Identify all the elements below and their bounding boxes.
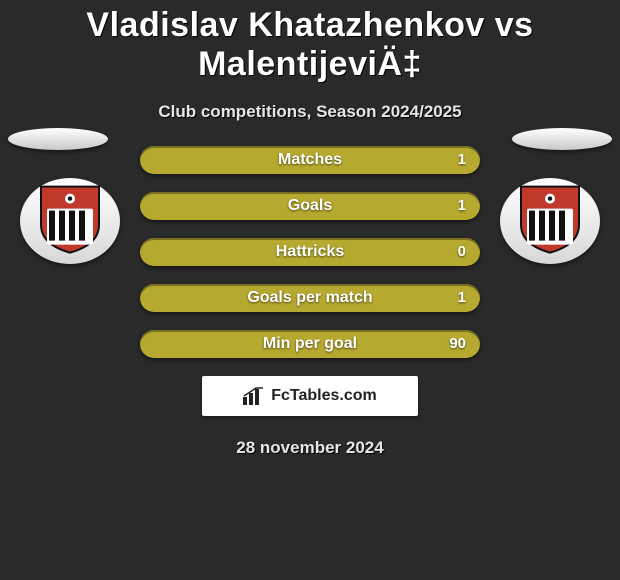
comparison-card: Vladislav Khatazhenkov vs MalentijeviÄ‡ … [0,0,620,580]
brand-text: FcTables.com [271,387,377,405]
stat-right-value: 1 [458,146,466,174]
flag-left [8,128,108,150]
stat-row-goals: Goals 1 [140,192,480,220]
shield-icon [519,185,581,255]
stat-label: Min per goal [140,330,480,358]
brand-box[interactable]: FcTables.com [202,376,418,416]
stat-row-matches: Matches 1 [140,146,480,174]
stat-row-min-per-goal: Min per goal 90 [140,330,480,358]
stat-label: Goals per match [140,284,480,312]
stat-right-value: 1 [458,284,466,312]
club-crest-left [20,178,120,264]
page-title: Vladislav Khatazhenkov vs MalentijeviÄ‡ [0,0,620,84]
bar-chart-icon [243,387,265,405]
stat-right-value: 90 [449,330,466,358]
stat-label: Matches [140,146,480,174]
stat-right-value: 1 [458,192,466,220]
page-subtitle: Club competitions, Season 2024/2025 [0,102,620,122]
date-text: 28 november 2024 [0,438,620,458]
stat-row-hattricks: Hattricks 0 [140,238,480,266]
shield-icon [39,185,101,255]
flag-right [512,128,612,150]
stat-label: Hattricks [140,238,480,266]
stat-label: Goals [140,192,480,220]
club-crest-right [500,178,600,264]
stat-right-value: 0 [458,238,466,266]
stat-row-goals-per-match: Goals per match 1 [140,284,480,312]
